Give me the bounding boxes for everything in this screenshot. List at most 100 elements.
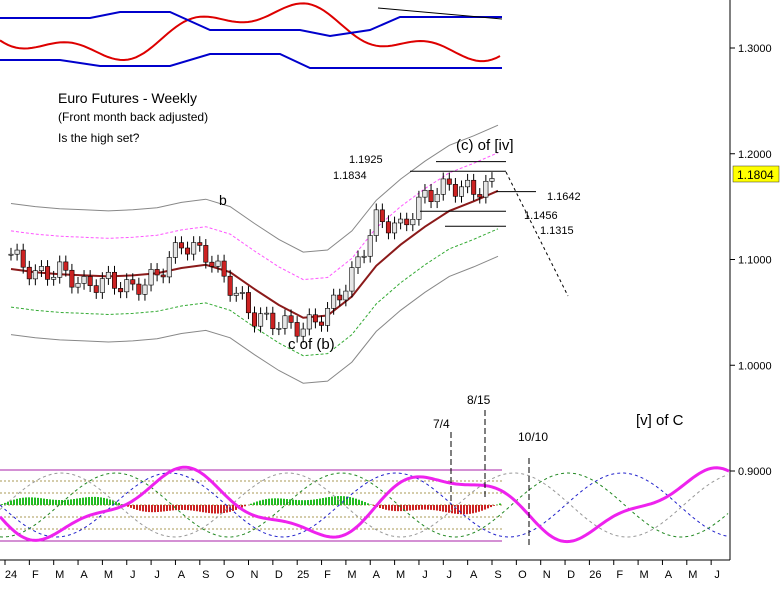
- candle-body: [343, 290, 349, 301]
- time-tick-label: M: [104, 569, 113, 581]
- candle-body: [38, 266, 44, 271]
- candle-body: [20, 249, 26, 268]
- candle-body: [440, 178, 446, 195]
- candle-body: [197, 242, 203, 246]
- time-tick-label: A: [80, 569, 88, 581]
- upper-envelope-line: [10, 124, 499, 253]
- candle-body: [422, 190, 428, 198]
- candle-body: [185, 247, 191, 255]
- candle-body: [416, 196, 422, 220]
- candle-body: [337, 294, 343, 301]
- time-tick-label: J: [130, 569, 136, 581]
- candle-body: [105, 271, 111, 279]
- candle-body: [93, 285, 99, 293]
- candle-body: [8, 253, 14, 256]
- price-tick-label: 1.0000: [738, 360, 772, 372]
- chart-title: Euro Futures - Weekly: [58, 90, 197, 106]
- candle-body: [32, 270, 38, 280]
- time-tick-label: D: [275, 569, 283, 581]
- level-label-1315: 1.1315: [540, 225, 574, 237]
- candle-body: [392, 222, 398, 234]
- cycle-date-1: 7/4: [433, 417, 450, 431]
- candle-body: [355, 256, 361, 268]
- candle-body: [69, 269, 75, 288]
- candle-body: [294, 322, 300, 337]
- candle-body: [215, 260, 221, 267]
- cycle-date-3: 10/10: [518, 430, 548, 444]
- candle-body: [288, 315, 294, 323]
- candle-body: [203, 245, 209, 263]
- candle-body: [99, 278, 105, 293]
- time-tick-label: J: [447, 569, 453, 581]
- candle-body: [465, 179, 471, 188]
- time-tick-label: F: [616, 569, 623, 581]
- lower-envelope-line: [10, 255, 499, 384]
- candle-body: [75, 283, 81, 288]
- candle-body: [154, 269, 160, 276]
- time-tick-label: A: [373, 569, 381, 581]
- candle-body: [398, 218, 404, 224]
- cycle-panel: [0, 410, 730, 545]
- time-tick-label: S: [202, 569, 209, 581]
- candle-body: [178, 242, 184, 249]
- candle-body: [270, 312, 276, 330]
- time-tick-label: M: [688, 569, 697, 581]
- cycle-dashed-wave: [0, 472, 729, 538]
- time-tick-label: O: [226, 569, 235, 581]
- candle-body: [191, 242, 197, 255]
- oscillator-red-line: [0, 2, 501, 63]
- candle-body: [252, 312, 258, 327]
- candle-body: [221, 260, 227, 277]
- moving-average-line: [10, 189, 499, 319]
- time-tick-label: N: [543, 569, 551, 581]
- candle-body: [410, 219, 416, 226]
- wave-label-c-of-b: c of (b): [288, 336, 335, 353]
- candle-body: [306, 314, 312, 330]
- wave-label-c-of-iv: (c) of [iv]: [456, 137, 514, 154]
- candle-body: [124, 279, 130, 293]
- time-tick-label: F: [324, 569, 331, 581]
- candle-body: [209, 261, 215, 267]
- candle-body: [276, 328, 282, 330]
- oscillator-upper-band: [0, 11, 502, 38]
- candle-body: [361, 255, 367, 258]
- candle-body: [45, 266, 51, 280]
- candle-body: [483, 180, 489, 198]
- candle-body: [112, 271, 118, 289]
- candle-body: [446, 178, 452, 185]
- current-price-label: 1.1804: [737, 168, 774, 182]
- candle-body: [452, 184, 458, 197]
- cycle-dashed-wave: [0, 472, 729, 538]
- candle-body: [331, 294, 337, 309]
- candle-body: [282, 315, 288, 329]
- price-levels: [410, 161, 569, 297]
- candle-body: [489, 178, 495, 182]
- candle-body: [373, 209, 379, 236]
- time-tick-label: M: [396, 569, 405, 581]
- candle-body: [118, 288, 124, 293]
- time-tick-label: 25: [297, 569, 309, 581]
- candle-body: [264, 312, 270, 315]
- candle-body: [87, 276, 93, 286]
- chart-question: Is the high set?: [58, 131, 140, 145]
- time-axis: 24 F M A M J J A S O N D 25 F M A M J J A S O N D 26 F M A M J: [0, 559, 730, 581]
- cycle-magenta-line: [0, 465, 730, 544]
- price-tick-label: 1.1000: [738, 255, 772, 267]
- time-tick-label: J: [154, 569, 160, 581]
- time-tick-label: D: [567, 569, 575, 581]
- time-tick-label: M: [640, 569, 649, 581]
- candle-body: [312, 314, 318, 323]
- level-label-1642: 1.1642: [547, 191, 581, 203]
- price-tick-label: 1.2000: [738, 149, 772, 161]
- wave-label-b: b: [219, 192, 227, 208]
- candle-body: [458, 186, 464, 197]
- price-tick-label: 1.3000: [738, 43, 772, 55]
- upper-band-dotted: [10, 152, 499, 281]
- time-tick-label: A: [178, 569, 186, 581]
- oscillator-trendline: [377, 7, 503, 20]
- time-tick-label: J: [714, 569, 720, 581]
- time-tick-label: A: [665, 569, 673, 581]
- candle-body: [26, 266, 32, 280]
- time-tick-label: N: [251, 569, 259, 581]
